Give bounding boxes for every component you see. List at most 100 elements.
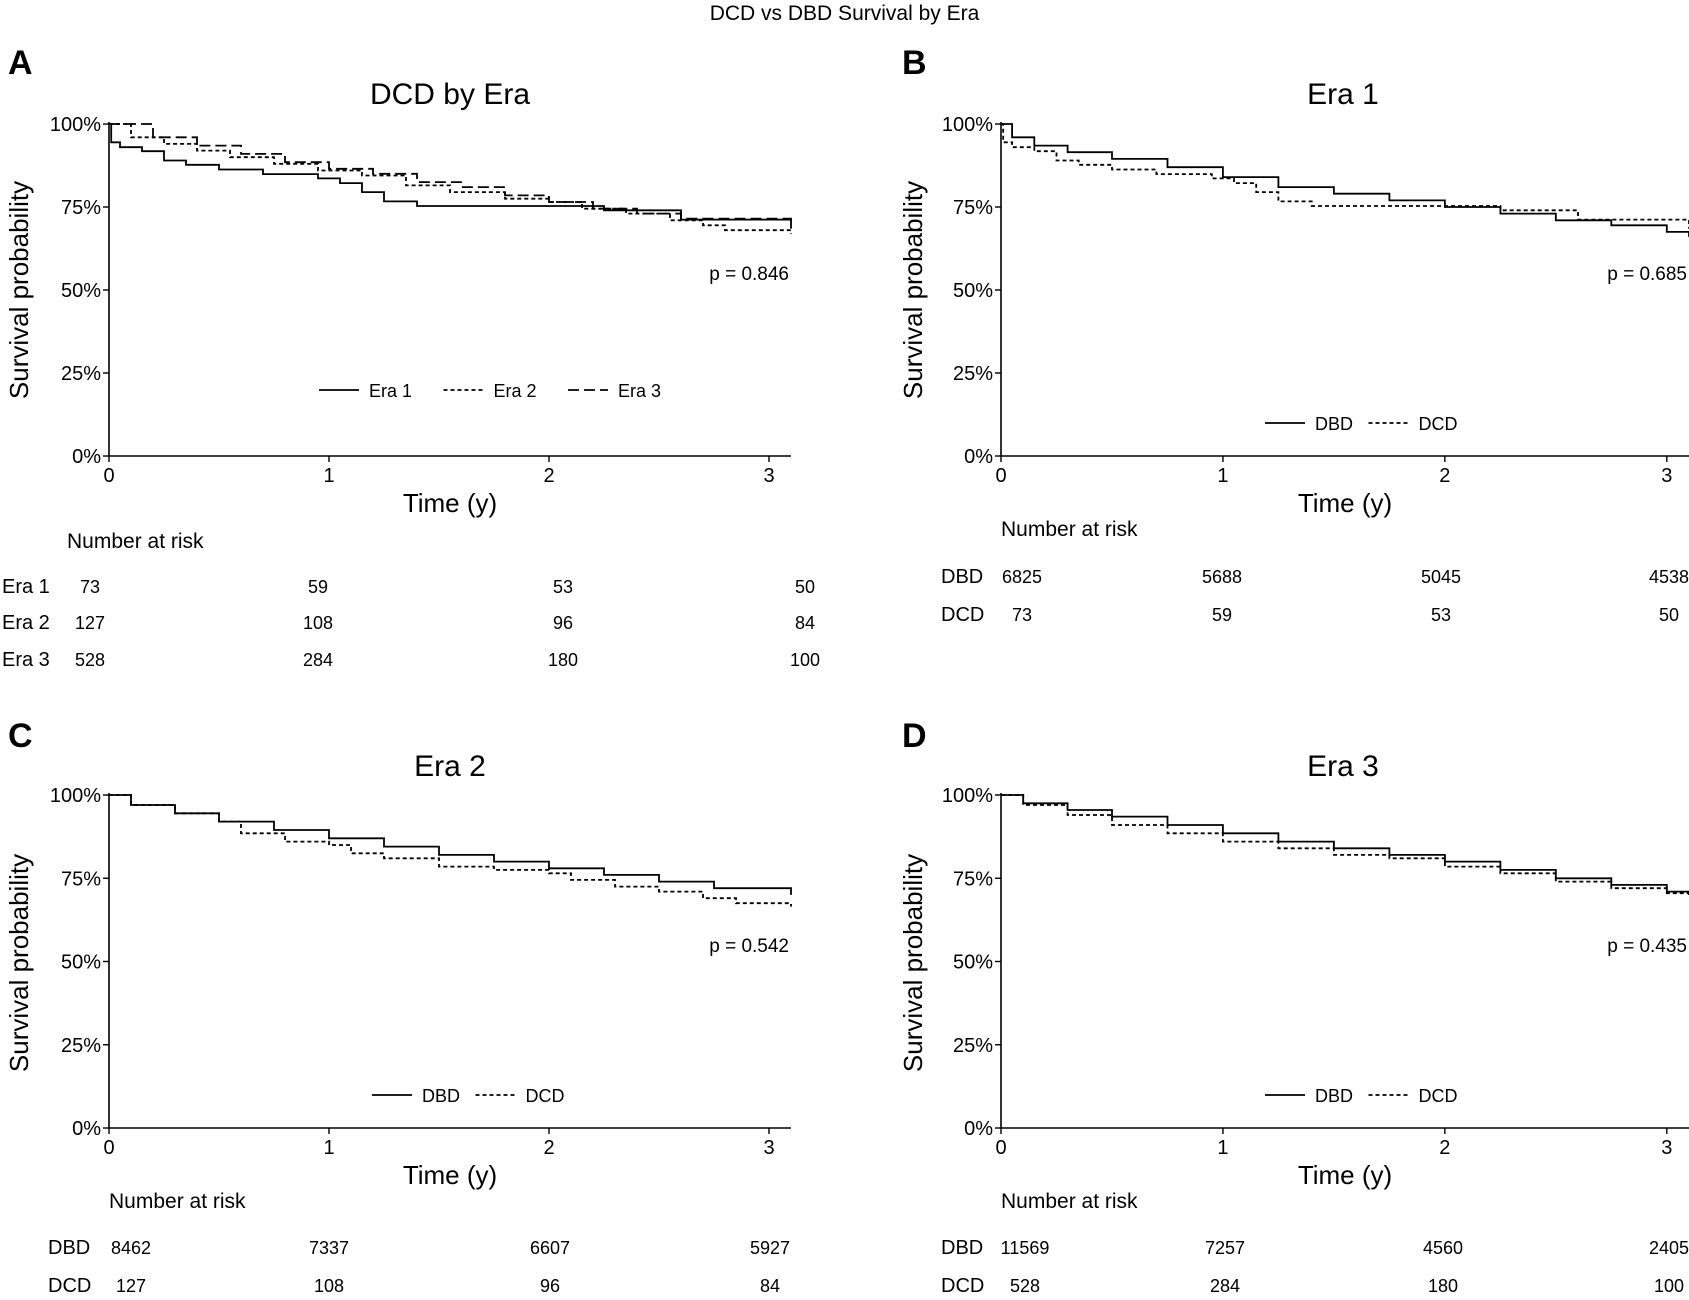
panel-d-x-tick-label: 0 [995,1137,1006,1159]
panel-a-x-tick-label: 1 [323,465,334,487]
panel-c-y-tick-label: 25% [61,1035,101,1057]
legend-label-dcd: DCD [1419,1086,1458,1106]
risk-table-cell: 4538 [1649,567,1689,587]
panel-c-y-tick-label: 50% [61,952,101,974]
risk-table-cell: 2405 [1649,1238,1689,1258]
legend-label-era-1: Era 1 [369,381,412,401]
risk-table-cell: 108 [314,1276,344,1296]
panel-d-y-tick-label: 0% [964,1118,993,1140]
panel-d-y-tick-label: 25% [953,1035,993,1057]
risk-table-cell: 50 [1659,605,1679,625]
panel-d-x-tick-label: 1 [1217,1137,1228,1159]
risk-table-cell: 528 [75,650,105,670]
panel-a-y-tick-label: 25% [61,363,101,385]
panel-c-title: Era 2 [414,750,486,783]
risk-table-cell: 5927 [750,1238,790,1258]
risk-table-cell: 11569 [1001,1238,1050,1258]
panel-a-y-tick-label: 75% [61,197,101,219]
legend-label-dbd: DBD [1315,1086,1353,1106]
risk-table-cell: 100 [1654,1276,1684,1296]
panel-b-y-tick-label: 25% [953,363,993,385]
legend-label-dcd: DCD [526,1086,565,1106]
risk-table-cell: 96 [540,1276,560,1296]
risk-row-label: DCD [941,1275,984,1297]
panel-b-x-tick-label: 3 [1661,465,1672,487]
panel-d-y-tick-label: 75% [953,868,993,890]
panel-c-risk-table-title: Number at risk [109,1190,246,1213]
panel-b-y-tick-label: 50% [953,280,993,302]
panel-a-series-era-3-line [109,123,792,224]
panel-a-y-axis-label: Survival probability [4,181,34,399]
panel-b-title: Era 1 [1307,78,1379,111]
risk-table-cell: 84 [760,1276,780,1296]
risk-table-cell: 528 [1010,1276,1040,1296]
panel-d-x-tick-label: 2 [1439,1137,1450,1159]
panel-b-y-tick-label: 0% [964,446,993,468]
panel-d-y-tick-label: 50% [953,952,993,974]
risk-row-label: DBD [941,1237,983,1259]
panel-d-risk-table-title: Number at risk [1001,1190,1138,1213]
risk-table-cell: 127 [75,613,105,633]
risk-table-cell: 108 [303,613,333,633]
risk-table-cell: 5688 [1202,567,1242,587]
panel-c-x-tick-label: 2 [543,1137,554,1159]
panel-d-x-tick-label: 3 [1661,1137,1672,1159]
risk-table-cell: 284 [1210,1276,1240,1296]
risk-table-cell: 59 [1212,605,1232,625]
risk-table-cell: 180 [548,650,578,670]
panel-c-series-dcd-line [109,794,792,907]
risk-row-label: DCD [48,1275,91,1297]
risk-table-cell: 50 [795,577,815,597]
risk-table-cell: 127 [116,1276,146,1296]
panel-a-x-tick-label: 0 [103,465,114,487]
panel-d-x-axis-label: Time (y) [1298,1160,1392,1190]
panel-c-y-tick-label: 100% [50,785,101,807]
legend-label-dcd: DCD [1419,414,1458,434]
risk-row-label: Era 3 [2,649,50,671]
panel-c-series-dbd-line [109,794,792,895]
panel-b-series-dbd-line [1001,123,1689,237]
risk-table-cell: 180 [1428,1276,1458,1296]
panel-a-title: DCD by Era [370,78,530,111]
panel-c-y-axis-label: Survival probability [4,854,34,1072]
risk-table-cell: 59 [308,577,328,597]
panel-a-y-tick-label: 50% [61,280,101,302]
risk-table-cell: 8462 [111,1238,151,1258]
risk-row-label: DBD [48,1237,90,1259]
risk-table-cell: 84 [795,613,815,633]
panel-a-p-value: p = 0.846 [709,264,789,285]
figure-title: DCD vs DBD Survival by Era [709,2,980,25]
panel-d-series-dcd-line [1001,794,1689,895]
panel-d-y-tick-label: 100% [942,785,993,807]
risk-table-cell: 53 [553,577,573,597]
risk-table-cell: 6825 [1002,567,1042,587]
panel-b-x-tick-label: 1 [1217,465,1228,487]
risk-table-cell: 96 [553,613,573,633]
panel-b-x-axis-label: Time (y) [1298,488,1392,518]
panel-d-letter: D [902,717,927,755]
risk-table-cell: 5045 [1421,567,1461,587]
panel-a-letter: A [8,44,33,82]
panel-d-title: Era 3 [1307,750,1379,783]
panel-a-risk-table-title: Number at risk [67,530,204,553]
risk-table-cell: 6607 [530,1238,570,1258]
panel-a-y-tick-label: 0% [72,446,101,468]
panel-b-letter: B [902,44,927,82]
risk-table-cell: 53 [1431,605,1451,625]
panel-a-series-era-2-line [109,123,792,234]
risk-table-cell: 7257 [1205,1238,1245,1258]
panel-b-y-tick-label: 100% [942,114,993,136]
panel-c-y-tick-label: 0% [72,1118,101,1140]
legend-label-dbd: DBD [1315,414,1353,434]
panel-a-x-axis-label: Time (y) [403,488,497,518]
panel-b-series-dcd-line [1001,123,1689,229]
risk-table-cell: 7337 [309,1238,349,1258]
panel-c-x-tick-label: 3 [763,1137,774,1159]
panel-b-p-value: p = 0.685 [1607,264,1687,285]
panel-a-series-era-1-line [109,123,792,229]
panel-b-risk-table-title: Number at risk [1001,518,1138,541]
panel-a-y-tick-label: 100% [50,114,101,136]
risk-row-label: DCD [941,604,984,626]
